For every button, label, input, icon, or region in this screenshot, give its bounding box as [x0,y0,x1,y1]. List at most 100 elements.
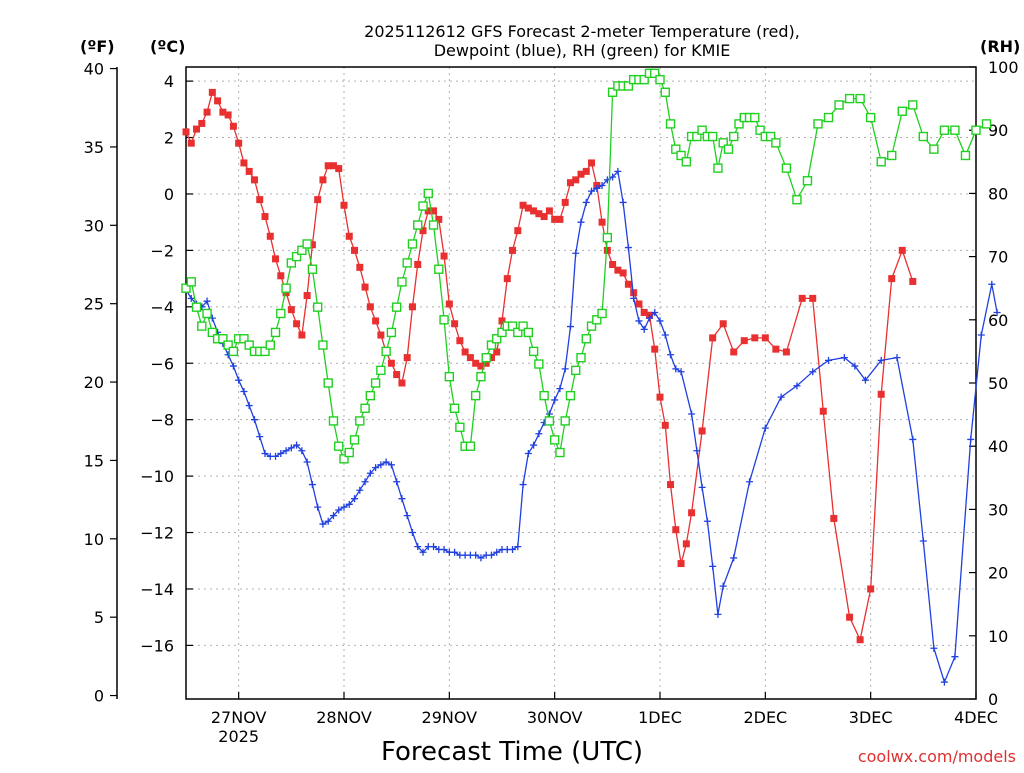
rh-unit-label: (RH) [980,37,1020,56]
rh-point [381,346,391,357]
rh-point [207,327,218,338]
dewpoint-point [414,543,422,551]
dewpoint-point [988,280,996,288]
rh-point [365,390,376,401]
rh-point [223,340,233,350]
dewpoint-point [714,610,722,618]
rh-point [813,119,823,129]
rh-point [586,321,597,331]
rh-point [908,100,918,110]
dewpoint-point [240,387,248,395]
rh-point [323,378,333,388]
temperature-point [361,283,369,291]
rh-point [713,163,723,173]
temperature-point [303,292,311,300]
temperature-point [888,275,896,283]
temperature-point [514,227,522,235]
time-tick-label: 2DEC [743,708,787,727]
rh-point [181,283,191,293]
rh-point [355,416,365,426]
rh-point [581,334,591,344]
temperature-point [245,167,253,175]
rh-point [534,359,544,369]
temperature-point [261,213,269,221]
temperature-point [688,509,696,517]
rh-point [481,353,491,363]
rh-point [834,100,844,110]
series-rh [181,68,992,464]
rh-point [407,239,418,249]
rh-point [307,264,318,274]
dewpoint-point [698,483,706,491]
dewpoint-point [250,416,258,424]
time-tick-label: 27NOV [211,708,267,727]
rh-point [650,68,660,79]
temperature-point [677,560,685,568]
temperature-point [698,427,706,435]
temperature-point [588,159,596,167]
temperature-point [493,348,501,356]
rh-point [334,441,344,451]
rh-point [660,87,670,97]
rh-point [339,454,349,464]
rh-point [376,365,386,376]
temperature-point [819,407,827,415]
rh-point [413,220,423,230]
celsius-tick-label: −6 [150,354,174,373]
temperature-point [387,359,395,367]
rh-point [465,441,476,451]
dewpoint-point [840,354,848,362]
time-tick-label: 30NOV [527,708,583,727]
temperature-point [640,308,648,316]
dewpoint-point [893,354,901,362]
fahrenheit-tick-label: 40 [84,60,104,79]
dewpoint-point [572,249,580,257]
temperature-point [240,159,248,167]
rh-point [492,334,502,344]
temperature-point [545,207,553,215]
dewpoint-point [372,464,380,472]
plot-frame [185,66,977,700]
temperature-point [408,303,416,311]
rh-axis: 0 10 20 30 40 50 60 70 80 90 100 [969,58,1019,709]
temperature-point [293,320,301,328]
temperature-point [809,294,817,302]
rh-point [844,93,855,104]
rh-point [386,327,397,338]
rh-tick-label: 40 [988,437,1008,456]
temperature-point [324,162,332,170]
temperature-point [356,263,364,271]
dewpoint-point [919,537,927,545]
temperature-point [372,317,380,325]
rh-point [729,131,739,142]
temperature-point [335,165,343,173]
temperature-point [456,337,464,345]
temperature-point [561,198,569,206]
rh-point [191,302,202,312]
rh-tick-label: 50 [988,374,1008,393]
temperature-point [635,300,643,308]
dewpoint-point [614,167,622,175]
dewpoint-point [630,294,638,302]
rh-point [971,125,981,135]
temperature-point [603,246,611,254]
temperature-point [619,269,627,277]
dewpoint-point [672,365,680,373]
dewpoint-point [593,184,601,192]
celsius-tick-label: −4 [150,298,174,317]
rh-point [771,138,781,148]
temperature-point [582,167,590,175]
fahrenheit-tick-label: 15 [84,451,104,470]
rh-tick-label: 60 [988,311,1008,330]
temperature-point [198,119,206,127]
temperature-point [477,362,485,370]
dewpoint-point [951,653,959,661]
rh-point [497,327,507,338]
dewpoint-point [651,308,659,316]
rh-point [697,125,707,135]
dewpoint-point [324,517,332,525]
dewpoint-point [335,506,343,514]
dewpoint-point [861,376,869,384]
dewpoint-point [493,548,501,556]
